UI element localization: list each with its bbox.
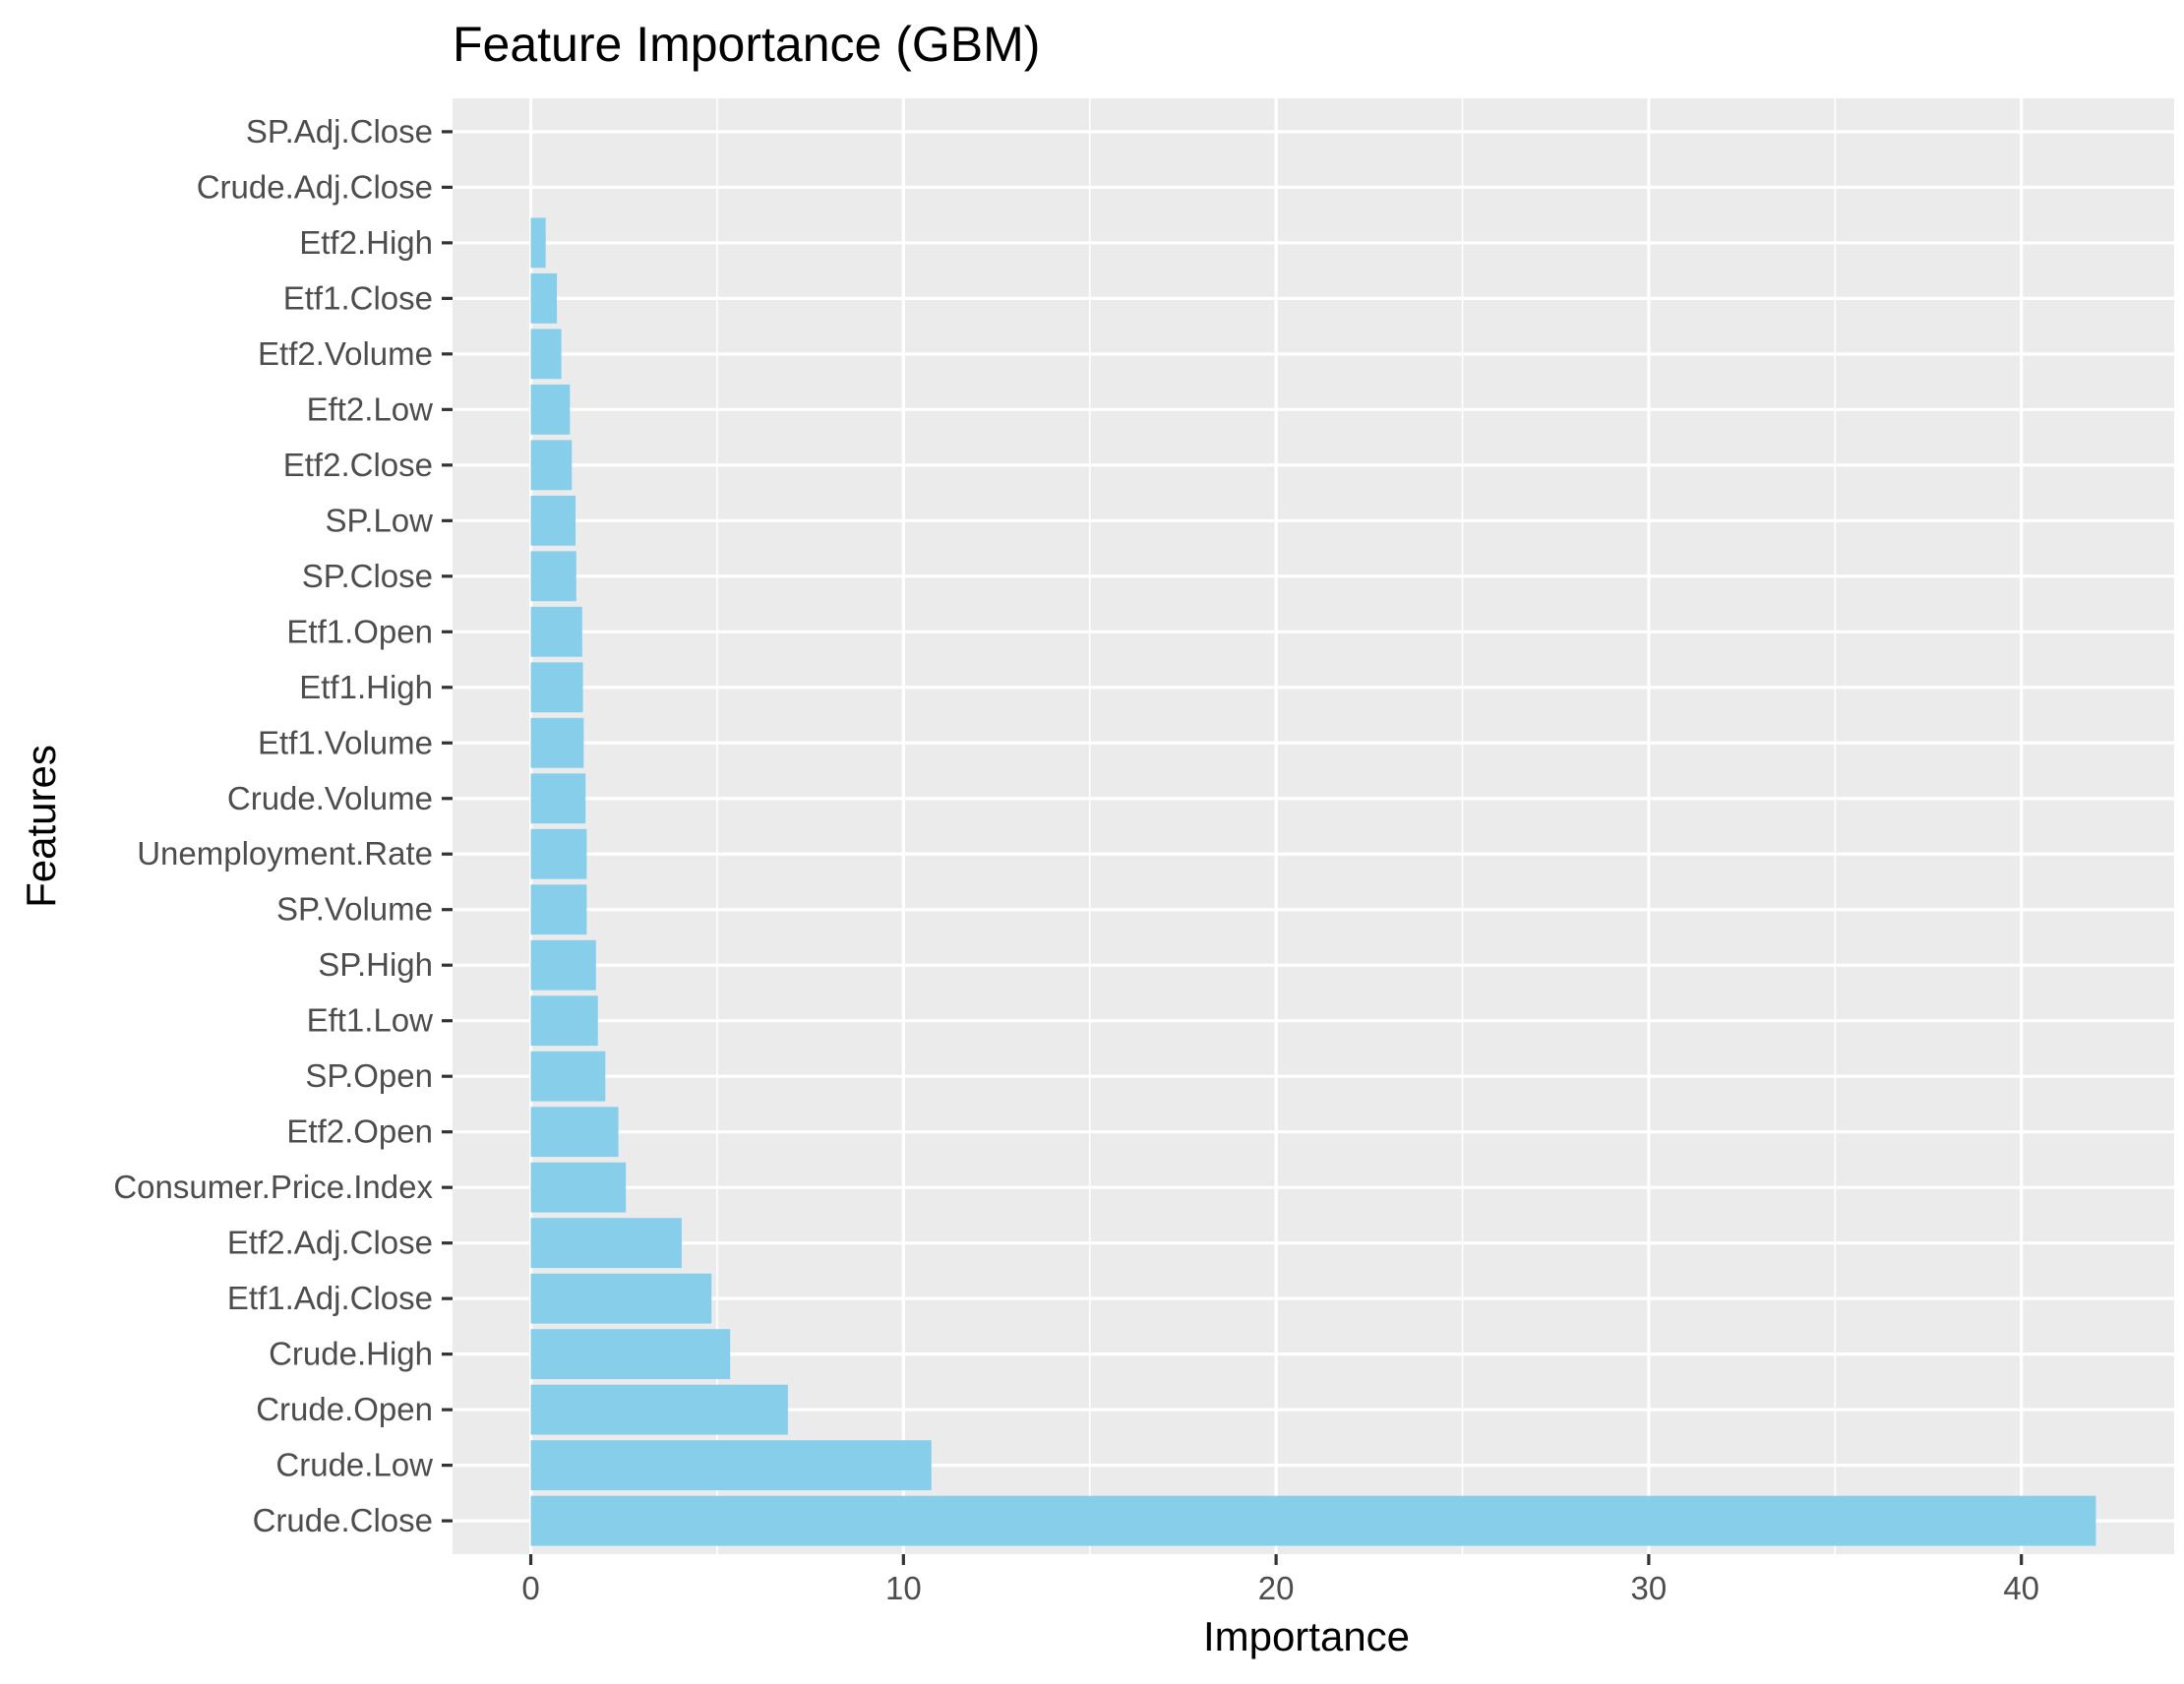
y-tick-label: Etf2.Adj.Close	[227, 1225, 433, 1261]
y-tick-label: Etf1.Open	[286, 613, 433, 649]
bar-etf2-high	[530, 217, 546, 269]
y-tick-label: Eft2.Low	[307, 391, 434, 427]
chart-title: Feature Importance (GBM)	[453, 17, 1040, 72]
bar-eft1-low	[530, 995, 598, 1047]
bar-crude-close	[530, 1495, 2096, 1546]
y-tick-label: Etf1.Adj.Close	[227, 1280, 433, 1316]
bars	[530, 217, 2096, 1546]
bar-etf1-volume	[530, 717, 584, 768]
y-tick-label: Etf2.High	[299, 224, 433, 261]
bar-sp-close	[530, 551, 576, 602]
x-tick-label: 30	[1631, 1570, 1668, 1606]
bar-crude-high	[530, 1329, 731, 1380]
y-tick-label: Etf1.Close	[283, 279, 433, 316]
y-tick-label: Etf1.High	[299, 669, 433, 705]
y-tick-label: Crude.High	[269, 1336, 433, 1372]
bar-etf2-close	[530, 440, 573, 491]
bar-sp-volume	[530, 884, 587, 935]
x-tick-label: 0	[521, 1570, 539, 1606]
y-tick-label: Etf2.Volume	[258, 335, 433, 372]
y-tick-label: Consumer.Price.Index	[113, 1169, 433, 1205]
y-tick-label: Crude.Low	[275, 1447, 433, 1483]
bar-crude-open	[530, 1384, 788, 1435]
y-tick-label: Crude.Adj.Close	[197, 168, 433, 205]
bar-consumer-price-index	[530, 1162, 627, 1213]
x-axis: 0 10 20 30 40	[521, 1554, 2039, 1606]
y-tick-label: Crude.Volume	[227, 780, 433, 816]
bar-etf1-open	[530, 606, 582, 657]
y-axis: Crude.Close Crude.Low Crude.Open Crude.High…	[113, 113, 453, 1538]
bar-eft2-low	[530, 384, 571, 435]
x-tick-label: 10	[885, 1570, 922, 1606]
bar-etf1-high	[530, 662, 583, 713]
y-tick-label: Etf2.Close	[283, 447, 433, 483]
bar-etf2-volume	[530, 329, 562, 380]
bar-crude-volume	[530, 773, 586, 824]
bar-sp-open	[530, 1051, 606, 1102]
y-tick-label: Etf1.Volume	[258, 724, 433, 760]
bar-sp-low	[530, 495, 576, 546]
bar-etf2-open	[530, 1107, 619, 1158]
bar-crude-low	[530, 1440, 932, 1491]
bar-etf1-adj-close	[530, 1273, 712, 1324]
plot-panel	[453, 98, 2174, 1554]
y-tick-label: SP.High	[318, 946, 433, 983]
bar-unemployment-rate	[530, 828, 587, 879]
bar-etf2-adj-close	[530, 1218, 682, 1269]
y-tick-label: SP.Adj.Close	[246, 113, 433, 150]
y-tick-label: Crude.Open	[256, 1391, 433, 1427]
y-tick-label: SP.Open	[305, 1057, 433, 1094]
y-tick-label: Crude.Close	[253, 1502, 433, 1538]
y-tick-label: SP.Low	[326, 502, 434, 538]
bar-etf1-close	[530, 272, 558, 324]
y-tick-label: SP.Close	[302, 558, 433, 594]
y-tick-label: SP.Volume	[276, 891, 433, 928]
x-tick-label: 20	[1258, 1570, 1295, 1606]
bar-sp-high	[530, 939, 596, 991]
y-tick-label: Etf2.Open	[286, 1113, 433, 1150]
y-tick-label: Unemployment.Rate	[137, 835, 433, 872]
x-tick-label: 40	[2003, 1570, 2039, 1606]
y-tick-label: Eft1.Low	[307, 1002, 434, 1039]
y-axis-title: Features	[18, 745, 64, 908]
x-axis-title: Importance	[1203, 1613, 1410, 1659]
